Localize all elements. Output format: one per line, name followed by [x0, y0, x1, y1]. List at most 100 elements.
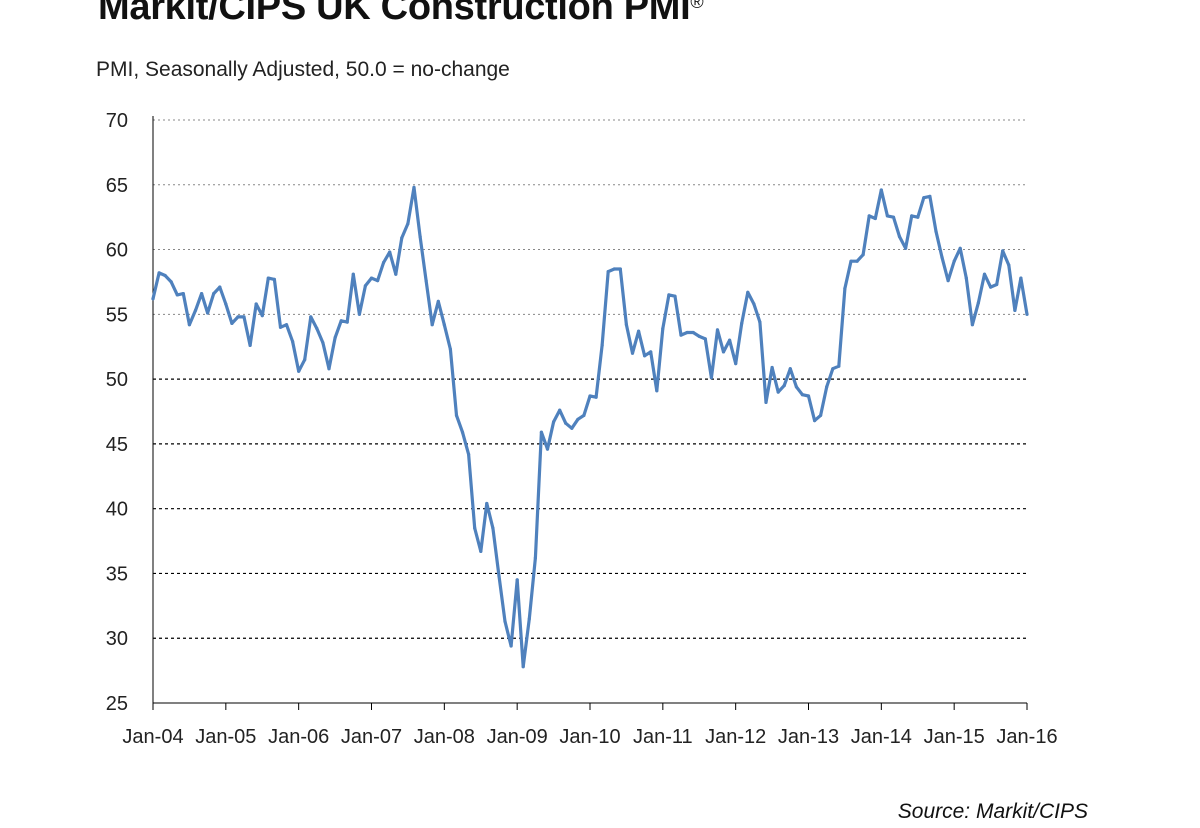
data-point	[303, 358, 307, 362]
data-point	[831, 367, 835, 371]
data-point	[788, 367, 792, 371]
data-point	[873, 216, 877, 221]
data-point	[163, 273, 167, 278]
y-axis-tick-labels: 70 65 60 55 50 45 40 35 30 25	[106, 110, 128, 715]
data-point	[400, 236, 404, 240]
data-point	[321, 341, 325, 345]
data-point	[406, 222, 410, 226]
data-point	[260, 314, 264, 318]
data-point	[1007, 263, 1011, 267]
x-tick-label: Jan-05	[195, 726, 256, 748]
data-point	[952, 259, 956, 263]
data-point	[697, 334, 701, 338]
y-tick-label: 65	[106, 175, 128, 197]
data-point	[467, 452, 471, 456]
data-point	[436, 299, 440, 303]
chart-title-text: Markit/CIPS UK Construction PMI	[98, 0, 691, 28]
y-tick-label: 40	[106, 499, 128, 521]
registered-mark: ®	[690, 0, 704, 12]
data-point	[552, 420, 556, 424]
data-point	[897, 235, 902, 239]
data-point	[327, 367, 331, 371]
data-point	[1013, 308, 1017, 312]
data-point	[673, 294, 677, 298]
data-point	[855, 259, 859, 263]
data-point	[448, 347, 452, 351]
data-point	[545, 447, 550, 451]
x-tick-label: Jan-15	[924, 726, 985, 748]
data-point	[157, 271, 161, 275]
source-note: Source: Markit/CIPS	[897, 800, 1088, 823]
data-point	[606, 270, 610, 274]
data-point	[624, 323, 629, 327]
data-point	[819, 413, 823, 417]
data-point	[806, 394, 811, 398]
data-point	[533, 556, 538, 560]
data-point	[916, 215, 920, 219]
series-layer	[151, 185, 1029, 669]
chart-subtitle: PMI, Seasonally Adjusted, 50.0 = no-chan…	[96, 58, 510, 81]
data-point	[618, 267, 622, 271]
data-point	[570, 426, 574, 430]
data-point	[254, 302, 258, 306]
data-point	[175, 293, 179, 297]
data-point	[151, 297, 155, 301]
data-point	[667, 293, 671, 297]
y-tick-label: 45	[106, 434, 128, 456]
data-point	[734, 362, 738, 366]
data-point	[564, 421, 568, 425]
data-point	[527, 617, 531, 621]
x-tick-label: Jan-14	[851, 726, 912, 748]
data-point	[200, 292, 204, 296]
data-point	[582, 413, 586, 417]
y-tick-label: 60	[106, 240, 128, 262]
data-point	[284, 323, 289, 327]
data-point	[813, 419, 817, 423]
data-point	[655, 389, 659, 393]
data-point	[970, 323, 975, 327]
data-point	[521, 665, 525, 669]
data-point	[309, 315, 313, 319]
data-point	[424, 279, 428, 283]
data-point	[904, 246, 908, 250]
data-point	[728, 338, 732, 342]
data-point	[782, 384, 786, 388]
y-tick-label: 25	[106, 693, 128, 715]
data-point	[794, 385, 799, 389]
data-point	[867, 214, 871, 218]
axes	[152, 116, 1028, 710]
gridlines	[153, 119, 1027, 639]
data-point	[242, 315, 246, 319]
data-point	[976, 301, 981, 305]
data-point	[691, 330, 695, 335]
data-point	[721, 350, 726, 354]
data-point	[825, 385, 829, 389]
data-point	[479, 549, 483, 554]
data-point	[278, 325, 283, 329]
data-point	[995, 282, 999, 287]
data-point	[928, 194, 932, 198]
data-point	[230, 321, 234, 325]
x-tick-label: Jan-08	[414, 726, 475, 748]
data-point	[982, 272, 987, 276]
data-point	[679, 333, 683, 337]
data-point	[515, 578, 519, 582]
data-point	[746, 290, 750, 294]
data-point	[891, 215, 896, 219]
data-point	[715, 328, 720, 332]
data-point	[558, 408, 562, 412]
y-tick-label: 30	[106, 628, 128, 650]
data-point	[764, 400, 768, 404]
data-point	[594, 395, 598, 399]
data-point	[369, 276, 374, 280]
data-point	[685, 330, 689, 335]
data-point	[333, 336, 337, 340]
data-point	[1001, 249, 1005, 253]
data-point	[885, 214, 890, 218]
data-point	[946, 279, 950, 283]
data-point	[193, 308, 198, 312]
x-tick-label: Jan-13	[778, 726, 839, 748]
x-tick-label: Jan-11	[633, 726, 693, 748]
data-point	[934, 229, 938, 233]
